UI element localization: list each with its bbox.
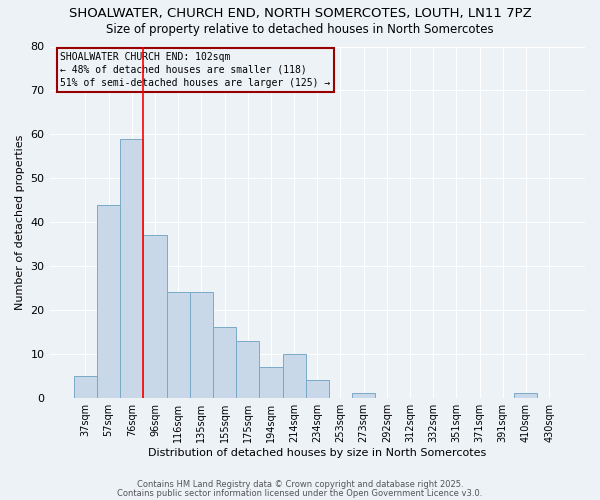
Bar	[143, 236, 167, 398]
Bar	[190, 292, 213, 398]
Bar	[352, 394, 375, 398]
Bar	[213, 328, 236, 398]
Y-axis label: Number of detached properties: Number of detached properties	[15, 134, 25, 310]
Text: SHOALWATER CHURCH END: 102sqm
← 48% of detached houses are smaller (118)
51% of : SHOALWATER CHURCH END: 102sqm ← 48% of d…	[60, 52, 331, 88]
Bar	[167, 292, 190, 398]
Bar	[97, 204, 120, 398]
Text: Contains public sector information licensed under the Open Government Licence v3: Contains public sector information licen…	[118, 489, 482, 498]
X-axis label: Distribution of detached houses by size in North Somercotes: Distribution of detached houses by size …	[148, 448, 487, 458]
Text: Size of property relative to detached houses in North Somercotes: Size of property relative to detached ho…	[106, 22, 494, 36]
Text: SHOALWATER, CHURCH END, NORTH SOMERCOTES, LOUTH, LN11 7PZ: SHOALWATER, CHURCH END, NORTH SOMERCOTES…	[68, 8, 532, 20]
Bar	[305, 380, 329, 398]
Bar	[514, 394, 538, 398]
Bar	[259, 367, 283, 398]
Text: Contains HM Land Registry data © Crown copyright and database right 2025.: Contains HM Land Registry data © Crown c…	[137, 480, 463, 489]
Bar	[120, 138, 143, 398]
Bar	[283, 354, 305, 398]
Bar	[236, 340, 259, 398]
Bar	[74, 376, 97, 398]
